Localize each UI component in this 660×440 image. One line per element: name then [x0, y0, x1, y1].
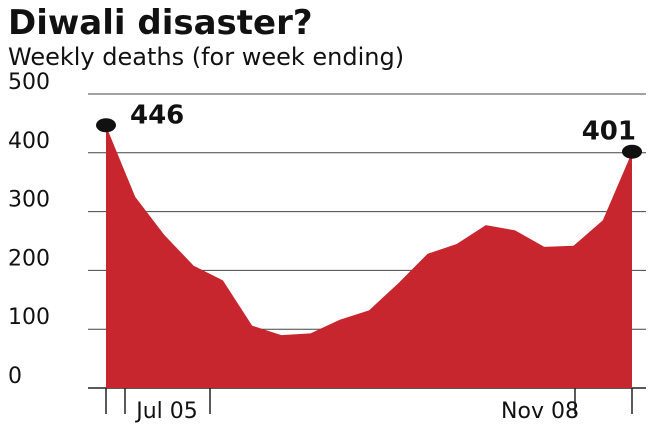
x-tick-label: Nov 08	[501, 399, 579, 424]
chart-subtitle: Weekly deaths (for week ending)	[8, 43, 405, 71]
y-tick-label: 100	[8, 305, 50, 330]
y-tick-label: 300	[8, 188, 50, 213]
y-tick-label: 0	[8, 364, 22, 389]
x-tick-label: Jul 05	[134, 399, 198, 424]
y-tick-label: 400	[8, 129, 50, 154]
data-label: 401	[582, 117, 636, 147]
chart-title: Diwali disaster?	[8, 3, 313, 43]
data-label: 446	[130, 100, 184, 130]
data-point-marker	[622, 144, 642, 159]
data-point-marker	[96, 118, 116, 133]
y-tick-label: 200	[8, 246, 50, 271]
y-tick-label: 500	[8, 70, 50, 95]
deaths-area	[106, 125, 632, 388]
